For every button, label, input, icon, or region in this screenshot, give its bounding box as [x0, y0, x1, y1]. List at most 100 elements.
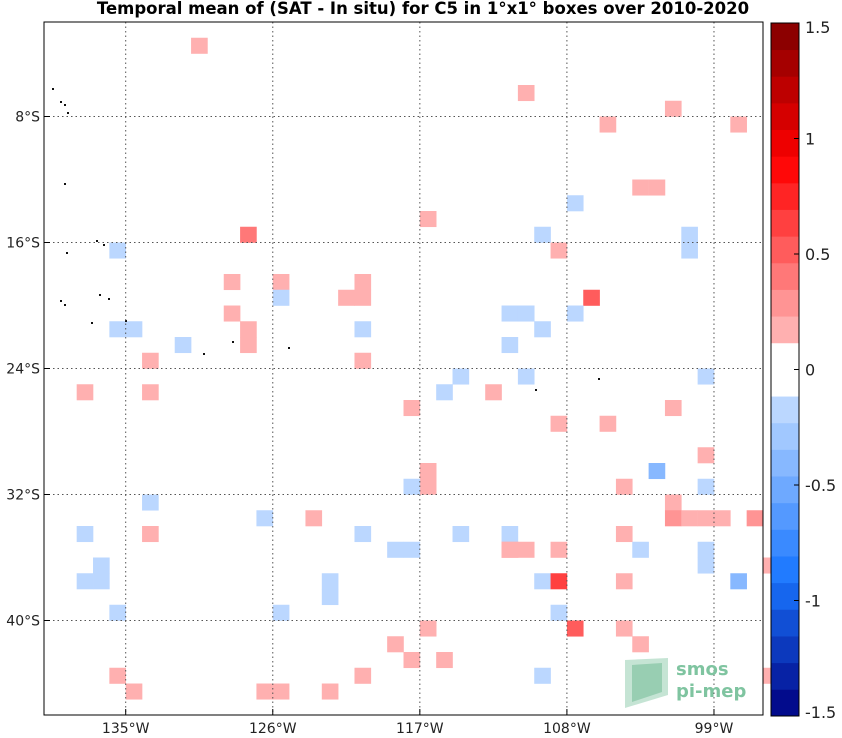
- data-cell: [664, 400, 682, 417]
- data-cell: [191, 37, 208, 54]
- x-tick-label: 117°W: [396, 721, 444, 737]
- y-tick-label: 40°S: [6, 614, 40, 630]
- island-speck: [598, 378, 600, 380]
- data-cell: [256, 510, 274, 527]
- data-cell: [534, 573, 551, 590]
- data-cell: [142, 384, 159, 401]
- smos-pi-mep-logo: smos pi-mep: [625, 658, 746, 708]
- logo-wave-icon-2: [632, 663, 662, 702]
- colorbar-tick-label: -1: [805, 592, 821, 611]
- colorbar-block: [771, 76, 799, 104]
- colorbar-block: [771, 23, 799, 51]
- data-cell: [223, 305, 241, 322]
- data-cell: [354, 352, 372, 369]
- data-cell: [403, 541, 421, 558]
- island-speck: [96, 240, 98, 242]
- colorbar-block: [771, 209, 799, 237]
- data-cell: [746, 510, 764, 527]
- data-cell: [632, 541, 649, 558]
- data-cell: [713, 510, 731, 527]
- data-cell: [256, 683, 274, 700]
- colorbar-block: [771, 662, 799, 690]
- island-speck: [67, 112, 69, 114]
- colorbar-blocks: [771, 23, 799, 717]
- data-cell: [550, 604, 568, 621]
- data-cell: [419, 211, 437, 228]
- data-cell: [109, 667, 126, 684]
- data-cell: [403, 652, 421, 669]
- colorbar-block: [771, 689, 799, 717]
- colorbar-block: [771, 49, 799, 77]
- data-cell: [109, 242, 126, 259]
- data-cell: [223, 274, 241, 291]
- data-cell: [125, 321, 143, 338]
- data-cell: [240, 337, 257, 354]
- data-cell: [125, 683, 143, 700]
- colorbar-block: [771, 236, 799, 264]
- data-cell: [321, 683, 339, 700]
- data-cell: [76, 573, 94, 590]
- colorbar-block: [771, 396, 799, 424]
- data-cell: [615, 526, 633, 543]
- island-speck: [60, 300, 62, 302]
- data-cell: [615, 478, 633, 495]
- data-cell: [730, 116, 747, 133]
- data-cell: [550, 541, 568, 558]
- data-cell: [583, 289, 600, 306]
- y-tick-label: 32°S: [6, 488, 40, 504]
- data-cell: [648, 463, 666, 480]
- colorbar-block: [771, 636, 799, 664]
- data-cell: [436, 652, 453, 669]
- data-cell: [664, 100, 682, 117]
- data-cell: [730, 573, 747, 590]
- data-cell: [697, 478, 715, 495]
- island-speck: [60, 101, 62, 103]
- data-cell: [109, 321, 126, 338]
- data-cell: [550, 242, 568, 259]
- gridlines: [44, 22, 763, 715]
- colorbar-block: [771, 556, 799, 584]
- data-cell: [648, 179, 666, 196]
- data-cell: [534, 321, 551, 338]
- data-cell: [681, 242, 698, 259]
- colorbar-block: [771, 449, 799, 477]
- map-area: 135°W 126°W 117°W 108°W 99°W 8°S 16°S 24°S 32°S…: [6, 21, 780, 737]
- data-cell: [632, 179, 649, 196]
- data-cell: [321, 589, 339, 606]
- data-cell: [566, 305, 584, 322]
- data-cells: [76, 37, 780, 700]
- data-cell: [142, 494, 159, 511]
- data-cell: [338, 289, 355, 306]
- data-cell: [174, 337, 192, 354]
- colorbar-block: [771, 182, 799, 210]
- data-cell: [681, 510, 698, 527]
- island-speck: [64, 104, 66, 106]
- data-cell: [354, 526, 372, 543]
- data-cell: [517, 85, 535, 102]
- colorbar-block: [771, 156, 799, 184]
- island-speck: [66, 252, 68, 254]
- data-cell: [93, 573, 110, 590]
- island-speck: [64, 304, 66, 306]
- colorbar-block: [771, 609, 799, 637]
- colorbar-tick-label: 0.5: [805, 245, 830, 264]
- data-cell: [76, 526, 94, 543]
- data-cell: [550, 415, 568, 432]
- data-cell: [305, 510, 323, 527]
- colorbar-block: [771, 342, 799, 370]
- island-speck: [203, 353, 205, 355]
- data-cell: [566, 195, 584, 212]
- chart-title: Temporal mean of (SAT - In situ) for C5 …: [97, 0, 749, 18]
- data-cell: [354, 289, 372, 306]
- island-speck: [535, 389, 537, 391]
- y-tick-label: 24°S: [6, 362, 40, 378]
- data-cell: [272, 274, 290, 291]
- data-cell: [240, 321, 257, 338]
- colorbar-block: [771, 316, 799, 344]
- data-cell: [93, 557, 110, 574]
- colorbar-tick-label: 1.5: [805, 18, 830, 37]
- colorbar: 1.5 1 0.5 0 -0.5 -1 -1.5: [770, 18, 836, 722]
- data-cell: [501, 541, 519, 558]
- data-cell: [697, 447, 715, 464]
